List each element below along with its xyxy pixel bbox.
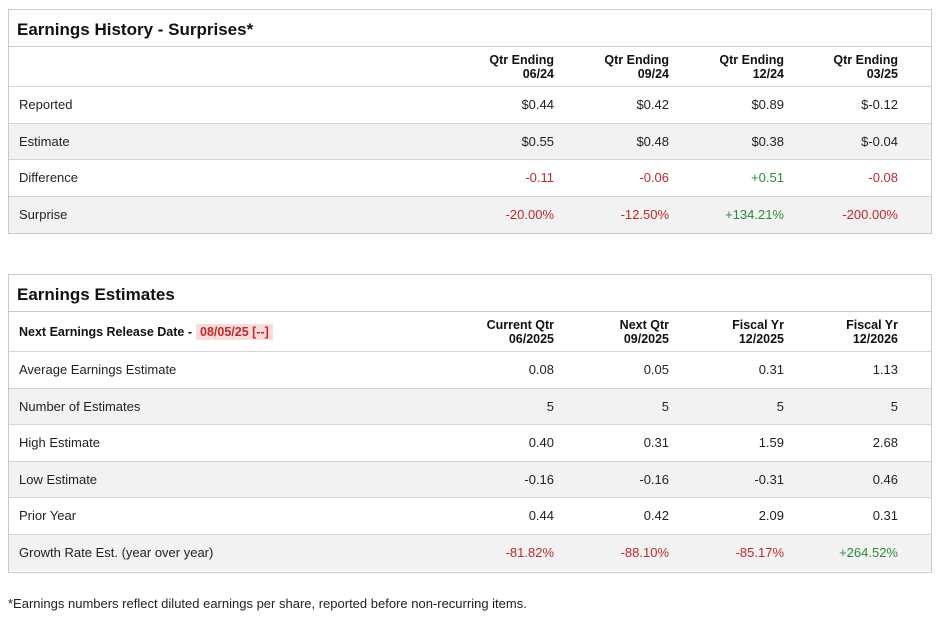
table-cell: -0.16 [524, 471, 554, 487]
column-header: Fiscal Yr 12/2026 [846, 317, 898, 346]
table-cell: 5 [546, 398, 554, 414]
table-cell: -0.31 [754, 471, 784, 487]
row-label: Low Estimate [19, 471, 98, 487]
footnote: *Earnings numbers reflect diluted earnin… [8, 596, 527, 611]
table-cell: -20.00% [505, 207, 554, 223]
table-cell: 5 [890, 398, 898, 414]
column-header: Qtr Ending 06/24 [489, 52, 554, 81]
table-cell: $0.55 [521, 133, 554, 149]
table-cell: 0.08 [528, 362, 554, 378]
table-cell: 1.13 [872, 362, 898, 378]
table-cell: -85.17% [735, 545, 784, 561]
table-cell: +264.52% [839, 545, 898, 561]
table-cell: -81.82% [505, 545, 554, 561]
table-row: Estimate $0.55 $0.48 $0.38 $-0.04 [9, 123, 931, 160]
table-row: Number of Estimates 5 5 5 5 [9, 388, 931, 425]
table-row: Prior Year 0.44 0.42 2.09 0.31 [9, 498, 931, 535]
table-cell: 0.31 [872, 508, 898, 524]
release-date-badge: 08/05/25 [--] [196, 323, 273, 340]
row-label: High Estimate [19, 435, 100, 451]
table-cell: 2.09 [758, 508, 784, 524]
table-cell: -0.08 [868, 170, 898, 186]
table-row: High Estimate 0.40 0.31 1.59 2.68 [9, 425, 931, 462]
column-header: Current Qtr 06/2025 [486, 317, 554, 346]
table-cell: $0.89 [751, 97, 784, 113]
table-cell: +0.51 [751, 170, 784, 186]
row-label: Average Earnings Estimate [19, 362, 177, 378]
table-row: Low Estimate -0.16 -0.16 -0.31 0.46 [9, 461, 931, 498]
earnings-estimates-panel: Earnings Estimates Next Earnings Release… [8, 274, 932, 573]
column-header: Qtr Ending 09/24 [604, 52, 669, 81]
table-cell: 0.42 [643, 508, 669, 524]
table-cell: -200.00% [842, 207, 898, 223]
column-header: Fiscal Yr 12/2025 [732, 317, 784, 346]
table-cell: -0.16 [639, 471, 669, 487]
table-cell: -88.10% [620, 545, 669, 561]
table-cell: 5 [776, 398, 784, 414]
table-cell: 0.44 [528, 508, 554, 524]
table-cell: $0.42 [636, 97, 669, 113]
table-cell: $0.44 [521, 97, 554, 113]
table-row: Average Earnings Estimate 0.08 0.05 0.31 1.1… [9, 352, 931, 389]
column-header: Next Qtr 09/2025 [619, 317, 669, 346]
row-label: Estimate [19, 133, 70, 149]
table-cell: $0.48 [636, 133, 669, 149]
earnings-estimates-header-row: Next Earnings Release Date - 08/05/25 [--… [9, 312, 931, 352]
row-label: Reported [19, 97, 73, 113]
table-row: Growth Rate Est. (year over year) -81.82%… [9, 534, 931, 571]
table-cell: 2.68 [872, 435, 898, 451]
table-row: Difference -0.11 -0.06 +0.51 -0.08 [9, 160, 931, 197]
column-header: Qtr Ending 12/24 [719, 52, 784, 81]
earnings-estimates-title: Earnings Estimates [9, 275, 931, 312]
row-label: Prior Year [19, 508, 77, 524]
table-cell: $-0.12 [861, 97, 898, 113]
earnings-history-panel: Earnings History - Surprises* Qtr Ending… [8, 9, 932, 234]
table-cell: 0.46 [872, 471, 898, 487]
earnings-history-header-row: Qtr Ending 06/24 Qtr Ending 09/24 Qtr En… [9, 47, 931, 87]
table-cell: -0.11 [525, 170, 554, 186]
earnings-estimates-body: Average Earnings Estimate 0.08 0.05 0.31 1.1… [9, 352, 931, 571]
table-cell: 0.31 [758, 362, 784, 378]
row-label: Surprise [19, 207, 68, 223]
row-label: Difference [19, 170, 79, 186]
table-cell: $0.38 [751, 133, 784, 149]
row-label: Growth Rate Est. (year over year) [19, 545, 214, 561]
release-date-label: Next Earnings Release Date - [19, 324, 192, 339]
table-row: Surprise -20.00% -12.50% +134.21% -200.00% [9, 196, 931, 233]
table-row: Reported $0.44 $0.42 $0.89 $-0.12 [9, 87, 931, 124]
table-cell: $-0.04 [861, 133, 898, 149]
earnings-history-body: Reported $0.44 $0.42 $0.89 $-0.12 Estimate $0.… [9, 87, 931, 233]
table-cell: 0.31 [643, 435, 669, 451]
table-cell: 0.05 [643, 362, 669, 378]
column-header: Qtr Ending 03/25 [833, 52, 898, 81]
table-cell: -12.50% [620, 207, 669, 223]
table-cell: -0.06 [639, 170, 669, 186]
table-cell: 1.59 [758, 435, 784, 451]
table-cell: 5 [661, 398, 669, 414]
release-date-cell: Next Earnings Release Date - 08/05/25 [--… [9, 323, 439, 340]
earnings-history-title: Earnings History - Surprises* [9, 10, 931, 47]
table-cell: 0.40 [528, 435, 554, 451]
row-label: Number of Estimates [19, 398, 141, 414]
table-cell: +134.21% [725, 207, 784, 223]
